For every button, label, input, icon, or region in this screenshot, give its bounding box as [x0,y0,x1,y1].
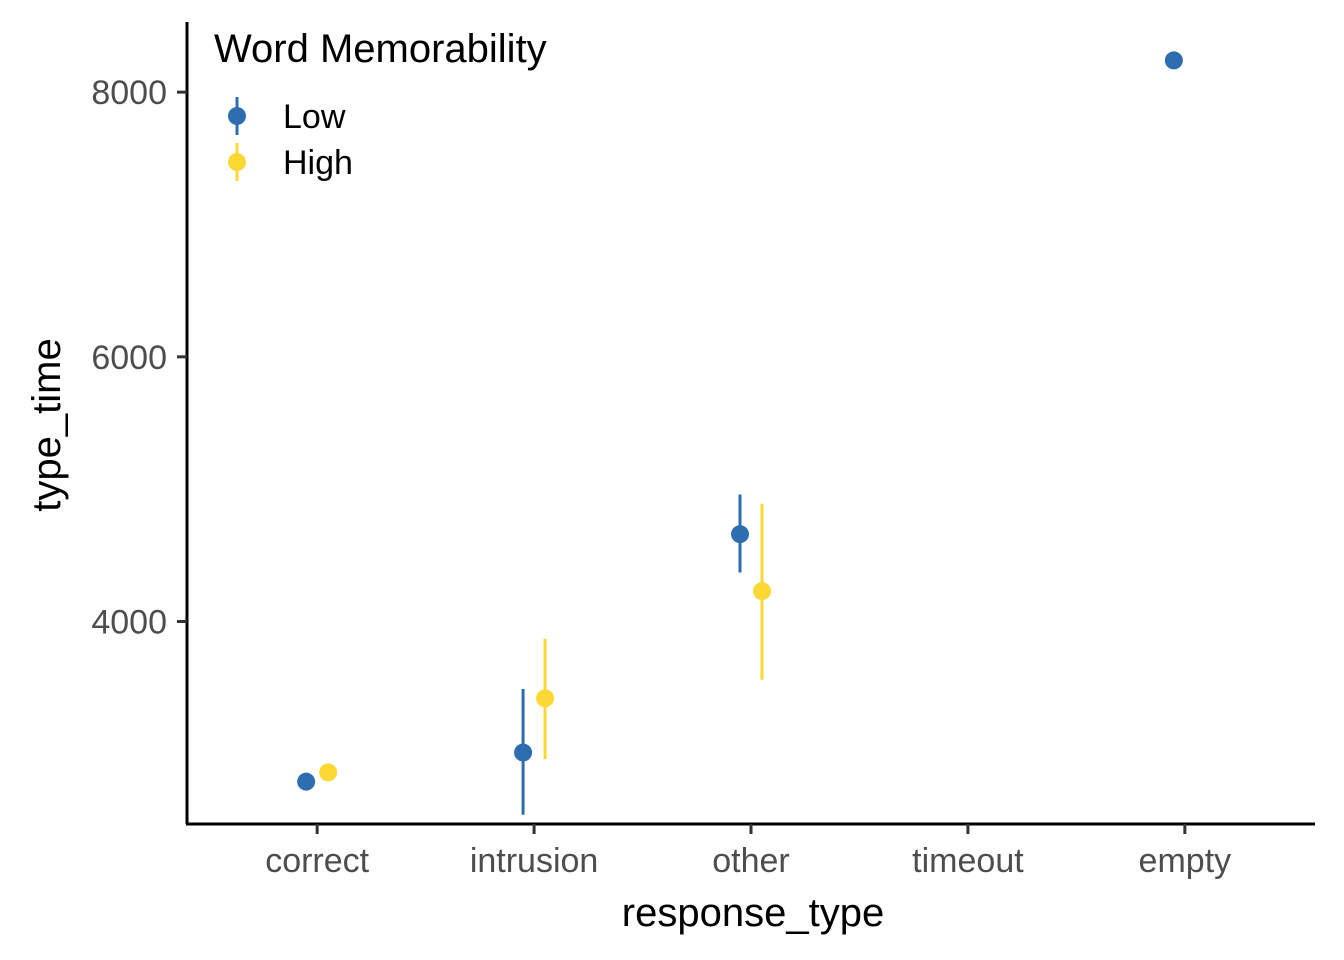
x-tick-label: correct [265,842,369,880]
x-tick-label: intrusion [470,842,599,880]
y-tick-label: 4000 [91,604,167,642]
legend-title: Word Memorability [214,27,547,71]
point-high-other [753,582,771,601]
legend-key-point [228,153,246,171]
axes [185,22,1315,826]
plot-area [297,51,1183,815]
point-low-other [731,525,749,544]
legend-items: Low High [228,97,353,182]
x-tick-label: empty [1139,842,1232,880]
point-low-empty [1164,51,1183,70]
legend-label: High [283,144,353,182]
point-high-intrusion [536,689,555,708]
legend: Word Memorability Low High [214,27,547,182]
x-tick-label: other [712,842,790,880]
x-ticks: correct intrusion other timeout empty [265,824,1231,880]
legend-item-high: High [228,143,353,182]
y-axis-title: type_time [25,338,69,511]
point-high-correct [319,763,338,782]
point-low-intrusion [514,743,533,762]
y-tick-label: 6000 [91,339,167,377]
point-low-correct [297,772,316,791]
y-ticks: 4000 6000 8000 [91,74,187,642]
legend-item-low: Low [228,97,346,136]
x-tick-label: timeout [912,842,1024,880]
legend-label: Low [283,98,346,136]
x-axis-title: response_type [622,891,884,935]
legend-key-point [228,107,246,125]
y-tick-label: 8000 [91,74,167,112]
